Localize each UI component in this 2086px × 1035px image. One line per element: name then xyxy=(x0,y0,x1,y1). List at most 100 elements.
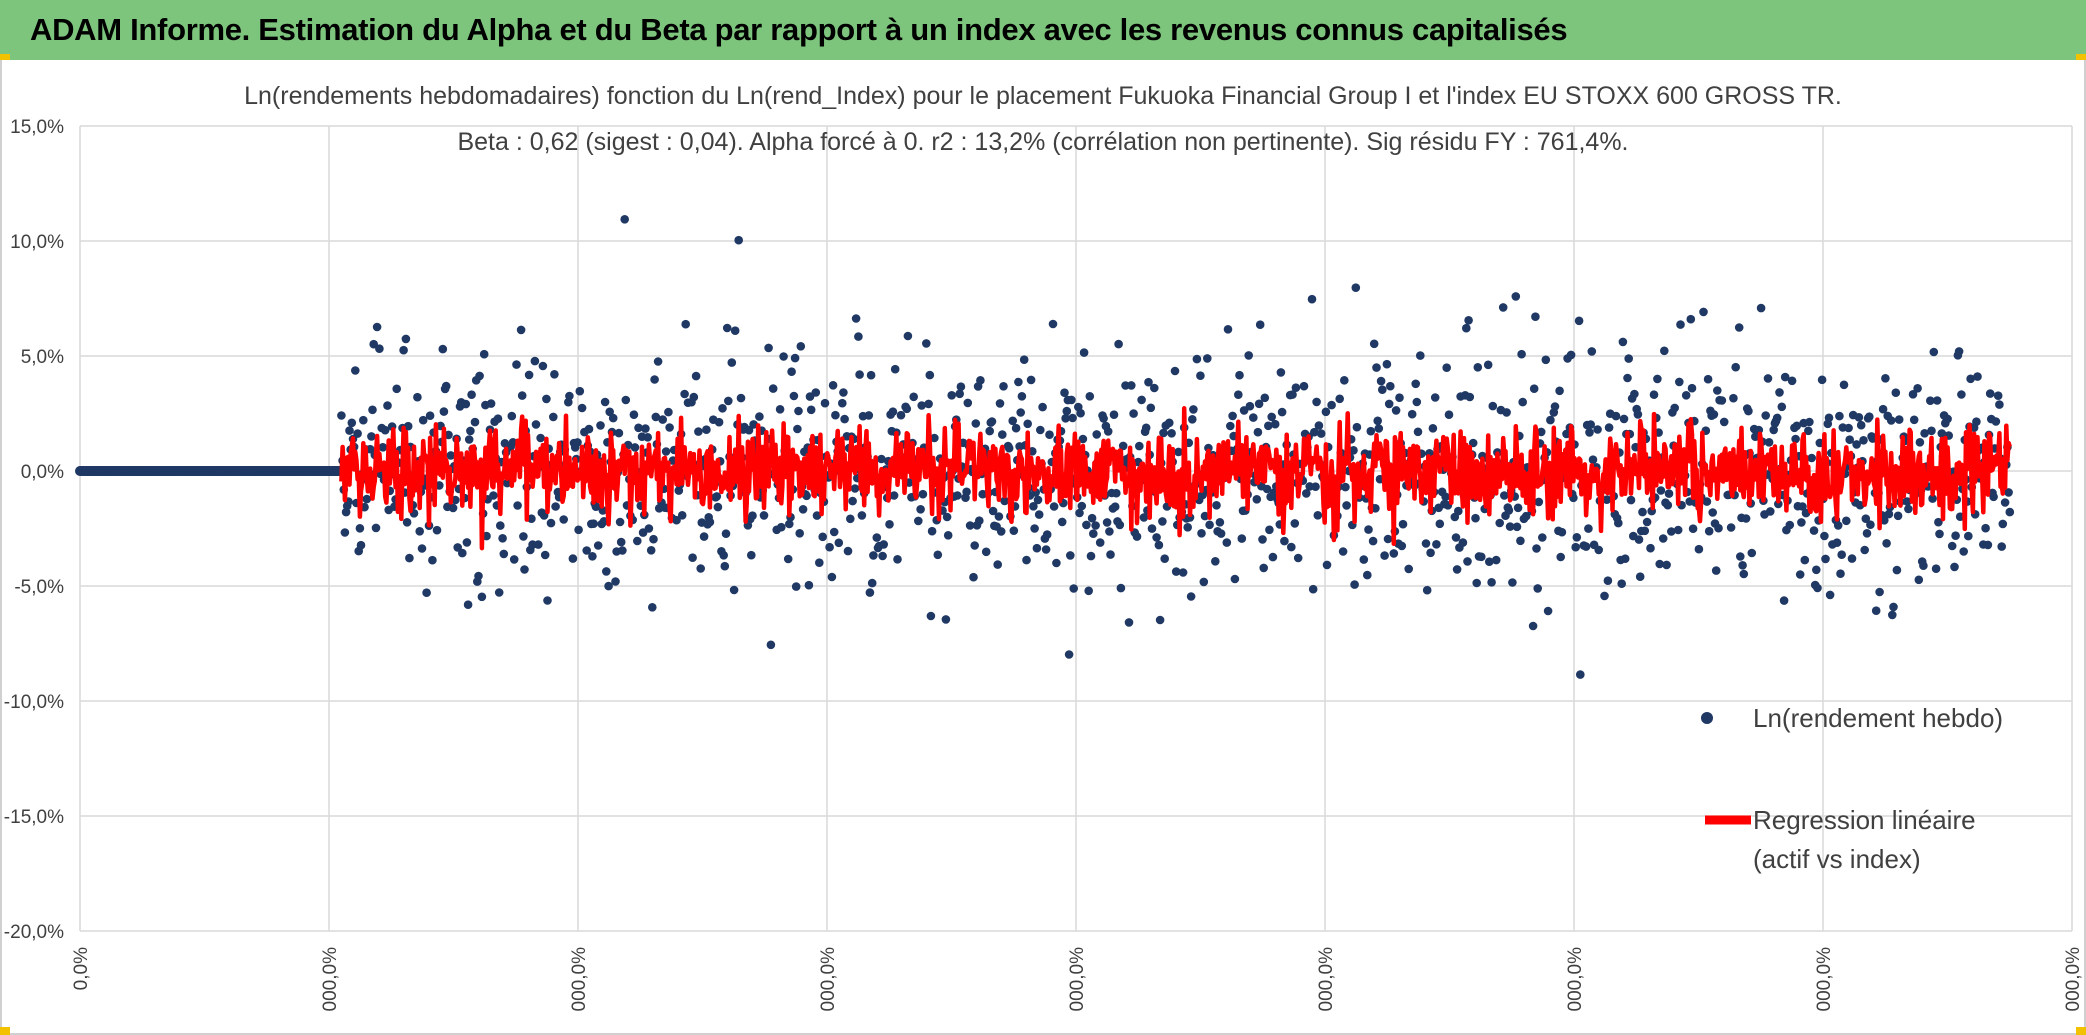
data-point xyxy=(1619,414,1629,424)
data-point xyxy=(498,534,507,543)
data-point xyxy=(843,546,853,556)
data-point xyxy=(744,425,754,435)
data-point xyxy=(689,392,699,402)
frame-corner-top-left xyxy=(0,54,10,62)
data-point xyxy=(764,343,773,353)
data-point xyxy=(1966,374,1975,384)
data-point xyxy=(462,538,472,547)
data-point xyxy=(1485,557,1494,566)
data-point xyxy=(755,412,764,421)
chart-legend: Ln(rendement hebdo) Regression linéaire (a… xyxy=(1701,703,2003,874)
data-point xyxy=(1521,511,1531,521)
data-point xyxy=(1604,423,1614,432)
data-point xyxy=(1751,432,1760,442)
data-point xyxy=(1812,565,1821,575)
data-point xyxy=(1681,391,1691,400)
data-point xyxy=(943,531,953,540)
data-point xyxy=(568,554,578,563)
data-point xyxy=(1042,530,1052,539)
data-point xyxy=(1430,393,1440,402)
data-point xyxy=(1844,423,1853,433)
report-banner: ADAM Informe. Estimation du Alpha et du … xyxy=(0,0,2086,60)
axis-layer: 15,0% 10,0% 5,0% 0,0% -5,0% -10,0% -15,0% -20,0… xyxy=(4,117,2084,1011)
data-point xyxy=(1299,381,1309,391)
data-point xyxy=(1556,552,1565,562)
data-point xyxy=(634,423,643,433)
data-point xyxy=(1711,566,1721,575)
data-point xyxy=(1688,524,1698,533)
data-point xyxy=(1541,355,1551,365)
data-point xyxy=(1017,392,1027,401)
data-point xyxy=(804,580,814,590)
data-point xyxy=(775,405,785,414)
data-point xyxy=(1602,495,1612,505)
data-point xyxy=(1642,517,1652,527)
data-point xyxy=(1586,420,1595,429)
chart-title: Ln(rendements hebdomadaires) fonction du… xyxy=(244,82,1842,110)
data-point xyxy=(976,376,985,385)
data-point xyxy=(1860,545,1869,555)
data-point xyxy=(2005,507,2015,517)
data-point xyxy=(1382,359,1392,369)
data-point xyxy=(878,551,887,561)
data-point xyxy=(839,388,848,397)
data-point xyxy=(1076,408,1085,418)
legend-label-regression: Regression linéaire xyxy=(1753,805,1976,835)
data-point xyxy=(1959,547,1968,556)
data-point xyxy=(1726,523,1736,532)
data-point xyxy=(1380,551,1389,560)
data-point xyxy=(1839,380,1849,390)
data-point xyxy=(996,527,1006,536)
data-point xyxy=(724,396,733,406)
data-point xyxy=(975,516,984,525)
data-point xyxy=(611,577,620,586)
data-point xyxy=(1008,416,1017,426)
data-point xyxy=(1384,399,1394,409)
data-point xyxy=(401,334,411,344)
data-point xyxy=(1155,615,1165,625)
data-point xyxy=(489,491,498,500)
data-point xyxy=(1351,283,1361,292)
data-point xyxy=(1215,518,1225,527)
data-point xyxy=(1132,532,1142,541)
data-point xyxy=(496,521,505,530)
data-point xyxy=(1593,425,1602,434)
data-point xyxy=(493,414,503,424)
data-point xyxy=(1291,383,1301,393)
data-point xyxy=(1550,402,1560,411)
data-point xyxy=(615,517,625,527)
data-point xyxy=(1566,350,1576,360)
data-point xyxy=(829,527,839,537)
data-point xyxy=(664,407,673,417)
data-point xyxy=(1861,514,1871,523)
data-point xyxy=(1854,413,1864,422)
data-point xyxy=(1915,438,1925,447)
data-point xyxy=(1532,544,1541,553)
data-point xyxy=(794,406,803,416)
data-point xyxy=(1633,410,1643,419)
data-point xyxy=(1477,552,1486,562)
data-point xyxy=(1223,325,1233,334)
data-point xyxy=(584,424,594,434)
regression-line-layer xyxy=(339,406,2012,551)
data-point xyxy=(1463,557,1472,566)
data-point xyxy=(365,444,375,454)
data-point xyxy=(1075,508,1084,518)
data-point xyxy=(885,520,894,529)
data-point xyxy=(413,392,422,402)
data-point xyxy=(1048,319,1058,329)
data-point xyxy=(479,349,489,359)
data-point xyxy=(1091,521,1100,530)
frame-corner-bottom-right xyxy=(2076,1027,2086,1035)
data-point xyxy=(1267,412,1276,422)
data-point xyxy=(383,401,392,410)
data-point xyxy=(1780,372,1790,382)
data-point xyxy=(439,407,449,416)
data-point xyxy=(1032,543,1042,553)
data-point xyxy=(1141,423,1151,433)
data-point xyxy=(1603,576,1613,585)
data-point xyxy=(1127,381,1136,390)
x-tick-label: 000,0% xyxy=(1814,947,1835,1012)
frame-corner-top-right xyxy=(2076,54,2086,62)
data-point xyxy=(1197,529,1206,538)
